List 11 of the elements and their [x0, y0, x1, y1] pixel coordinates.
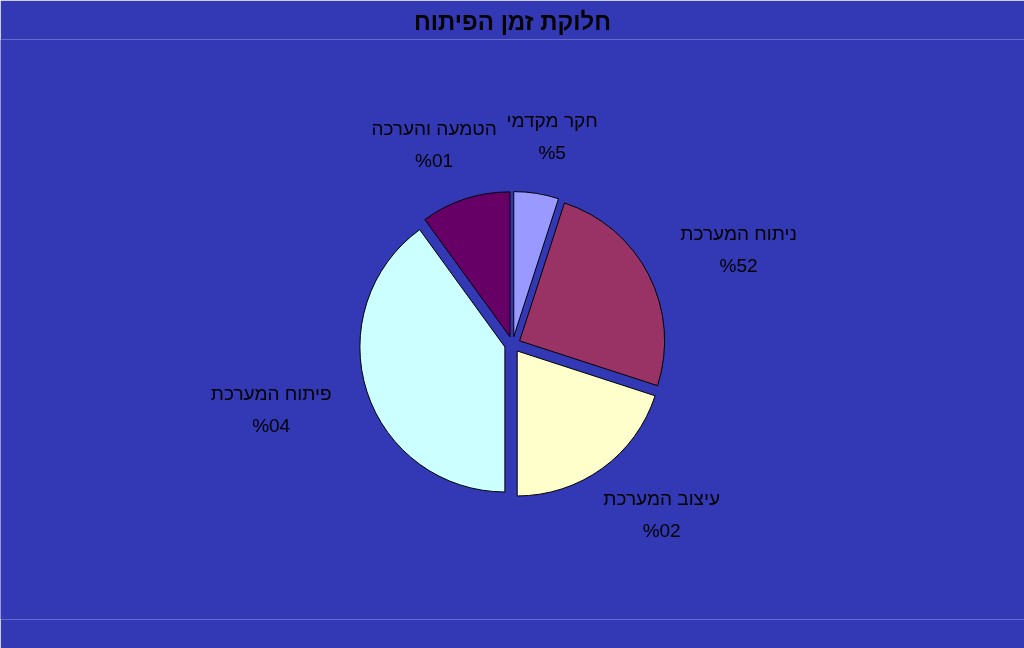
data-label: 25%	[719, 254, 758, 276]
slice-label: חקר מקדמי	[506, 110, 598, 132]
slice-label: הטמעה והערכה	[371, 118, 497, 140]
slice-label: פיתוח המערכת	[210, 382, 332, 404]
slice-label: ניתוח המערכת	[680, 222, 797, 244]
data-label: 20%	[642, 520, 681, 542]
data-label: 40%	[252, 414, 291, 436]
data-label: 5%	[538, 142, 566, 164]
slice-label: עיצוב המערכת	[603, 488, 720, 510]
data-label: 10%	[415, 150, 454, 172]
chart-title: חלוקת זמן הפיתוח	[414, 7, 611, 35]
